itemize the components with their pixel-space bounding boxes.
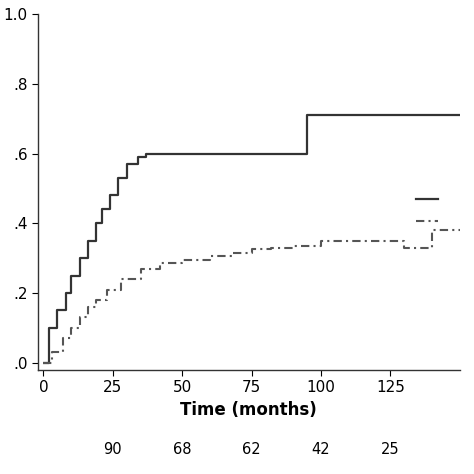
- Text: 25: 25: [381, 442, 400, 457]
- Text: 68: 68: [173, 442, 191, 457]
- Text: 42: 42: [312, 442, 330, 457]
- X-axis label: Time (months): Time (months): [181, 401, 317, 419]
- Legend: , : ,: [416, 194, 441, 228]
- Text: 62: 62: [242, 442, 261, 457]
- Text: 90: 90: [103, 442, 122, 457]
